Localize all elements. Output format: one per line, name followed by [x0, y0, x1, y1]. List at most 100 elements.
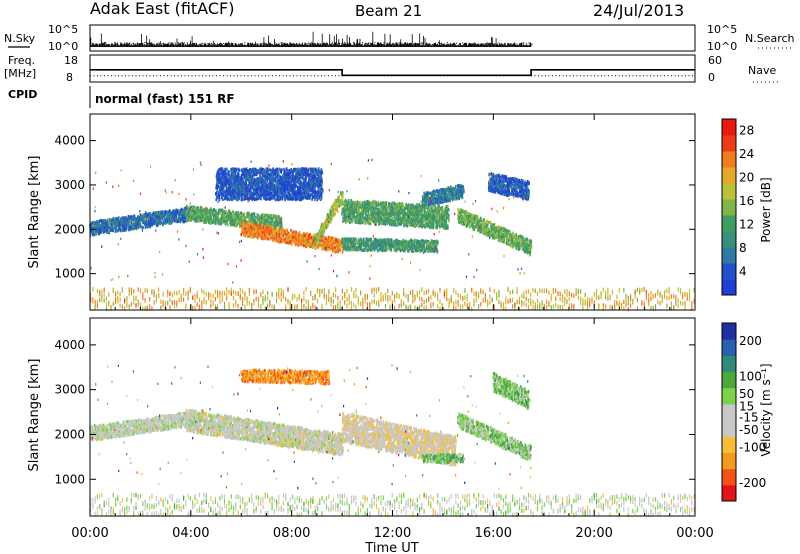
data-cell	[257, 233, 260, 237]
data-cell	[116, 217, 118, 221]
data-cell	[265, 218, 267, 222]
data-cell	[246, 221, 248, 225]
data-cell	[244, 234, 247, 238]
nsearch-dot	[519, 43, 521, 45]
data-cell	[345, 215, 347, 219]
data-cell	[192, 217, 195, 221]
data-cell	[215, 216, 217, 220]
data-cell	[363, 240, 365, 244]
data-cell	[161, 221, 164, 225]
data-cell	[202, 208, 204, 212]
data-cell	[319, 231, 321, 235]
data-cell	[346, 207, 349, 211]
data-cell	[349, 218, 351, 223]
nsearch-dot	[247, 42, 249, 44]
nsearch-dot	[307, 42, 309, 44]
nsearch-dot	[259, 43, 261, 45]
data-cell	[123, 219, 125, 223]
data-cell	[252, 233, 254, 237]
data-cell	[346, 204, 349, 208]
nsearch-dot	[362, 42, 364, 44]
data-cell	[261, 230, 263, 234]
data-cell	[309, 233, 311, 237]
data-cell	[98, 219, 101, 223]
data-cell	[362, 218, 364, 222]
data-cell	[239, 211, 242, 215]
data-cell	[214, 221, 217, 225]
data-cell	[165, 212, 168, 216]
nsearch-dot	[383, 42, 385, 44]
data-cell	[347, 202, 350, 206]
data-cell	[271, 220, 274, 224]
data-cell	[266, 232, 269, 237]
data-cell	[136, 224, 138, 228]
data-cell	[381, 213, 384, 217]
data-cell	[272, 238, 274, 242]
data-cell	[231, 220, 234, 224]
data-cell	[225, 210, 228, 214]
data-cell	[349, 207, 352, 211]
data-cell	[97, 222, 100, 226]
data-cell	[393, 208, 396, 213]
nsearch-dot	[298, 43, 300, 45]
data-cell	[216, 211, 219, 215]
data-cell	[332, 209, 334, 213]
data-cell	[274, 229, 276, 234]
data-cell	[154, 211, 157, 215]
data-cell	[257, 218, 260, 222]
data-cell	[285, 233, 288, 237]
data-cell	[307, 243, 309, 247]
data-cell	[219, 208, 221, 212]
data-cell	[396, 215, 399, 219]
data-cell	[238, 220, 240, 224]
freq-panel: Freq. [MHz] 18 8 60 0 Nave	[4, 54, 778, 84]
data-cell	[226, 213, 228, 217]
nsearch-dot	[147, 42, 149, 44]
nsearch-dot	[280, 42, 282, 44]
data-cell	[194, 207, 197, 211]
data-cell	[374, 211, 377, 215]
data-cell	[426, 224, 429, 228]
data-cell	[276, 227, 278, 231]
nsearch-dot	[244, 42, 246, 44]
data-cell	[265, 228, 267, 232]
data-cell	[250, 235, 252, 239]
data-cell	[187, 206, 189, 210]
data-cell	[303, 231, 306, 235]
data-cell	[377, 213, 380, 217]
data-cell	[182, 218, 184, 222]
nsearch-dot	[274, 42, 276, 44]
nsearch-dot	[434, 43, 436, 45]
nsearch-dot	[174, 42, 176, 44]
data-cell	[391, 216, 394, 220]
nsearch-dot	[371, 43, 373, 45]
data-cell	[211, 212, 214, 216]
data-cell	[159, 217, 161, 221]
data-cell	[408, 210, 411, 214]
data-cell	[337, 196, 339, 200]
data-cell	[219, 217, 222, 221]
data-cell	[145, 216, 148, 220]
data-cell	[421, 222, 423, 226]
data-cell	[380, 210, 383, 214]
data-cell	[131, 215, 134, 219]
data-cell	[319, 234, 322, 238]
data-cell	[331, 206, 333, 210]
data-cell	[351, 208, 353, 212]
data-cell	[316, 242, 318, 246]
nave-tick-bottom: 0	[708, 71, 715, 84]
data-cell	[181, 208, 183, 212]
cpid-panel: CPID normal (fast) 151 RF	[8, 86, 235, 108]
data-cell	[317, 232, 320, 236]
data-cell	[255, 231, 258, 235]
data-cell	[279, 237, 281, 241]
data-cell	[156, 219, 158, 223]
data-cell	[247, 231, 249, 235]
nsearch-dot	[450, 43, 451, 45]
nsearch-dot	[395, 42, 397, 44]
nsky-frame	[89, 24, 696, 52]
data-cell	[96, 230, 98, 234]
data-cell	[91, 221, 94, 225]
data-cell	[292, 238, 294, 242]
data-cell	[368, 214, 370, 218]
